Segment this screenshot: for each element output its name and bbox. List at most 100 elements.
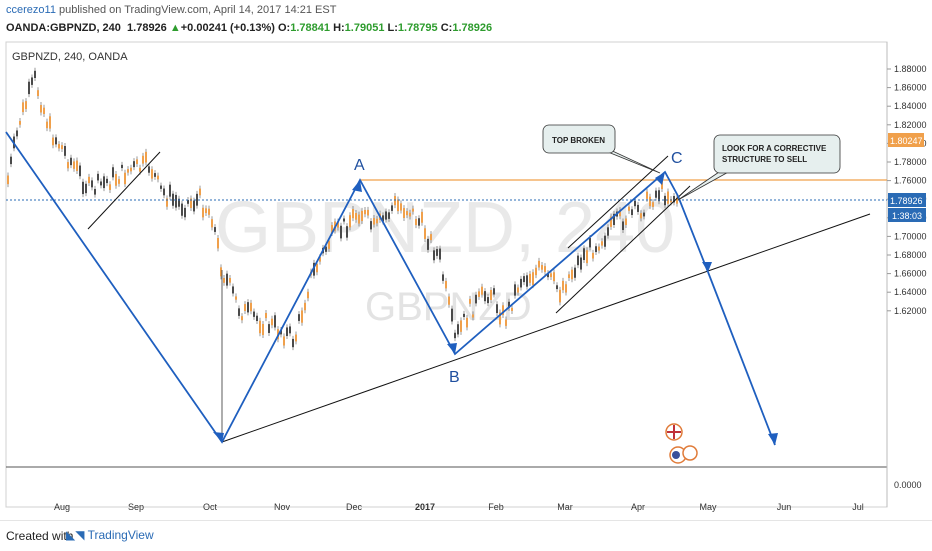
candle-body [508,301,510,308]
candle-body [154,173,156,177]
trendline-aug[interactable] [87,151,161,230]
open-label: O: [278,22,291,34]
candle-body [130,167,132,172]
chart-area[interactable]: GBPNZD, 240 GBPNZD GBPNZD, 240, OANDA A … [0,40,932,520]
candle-body [544,266,546,272]
candle-body [559,289,561,303]
candle-body [400,203,402,211]
tradingview-brand[interactable]: TradingView [87,528,154,542]
candle-body [124,172,126,185]
candle-body [394,196,396,206]
price-axis[interactable]: 1.880001.860001.840001.820001.800001.780… [887,64,927,316]
candle-body [241,316,243,321]
published-text: published on TradingView.com, April 14, … [59,4,337,16]
candle-body [139,167,141,172]
candle-body [412,208,414,212]
candle-body [430,234,432,241]
time-axis-label: Mar [557,502,573,512]
candle-body [97,173,99,181]
candle-body [529,273,531,283]
candle-body [625,218,627,225]
candle-body [676,197,678,204]
candle-body [16,130,18,137]
high-value: 1.79051 [344,22,385,34]
candle-body [493,288,495,295]
candle-body [538,260,540,268]
candle-body [283,336,285,346]
candle-body [586,250,588,264]
economic-event-icons[interactable] [665,423,698,464]
close-label: C: [440,22,453,34]
candle-body [517,287,519,293]
candle-body [295,334,297,342]
candle-body [574,267,576,278]
arrow-heads [213,172,778,445]
candle-body [571,269,573,280]
candle-body [502,305,504,316]
candle-body [289,326,291,334]
price-axis-label: 1.62000 [894,306,927,316]
candle-body [286,327,288,336]
candle-body [589,238,591,248]
event-badge-icon[interactable] [682,445,698,461]
tradingview-logo-icon[interactable]: ◣◥ TradingView [66,528,154,542]
candle-body [136,159,138,165]
candle-body [28,81,30,95]
candle-body [127,169,129,173]
candle-body [85,183,87,194]
candle-body [238,308,240,316]
candle-body [94,188,96,195]
callout-top-broken[interactable]: TOP BROKEN [542,124,661,174]
countdown-tag [888,208,926,222]
price-axis-label: 1.66000 [894,269,927,279]
price-axis-label: 1.78000 [894,157,927,167]
candle-body [169,184,171,197]
candle-body [553,272,555,282]
candle-body [541,265,543,270]
channel-upper-line[interactable] [567,155,669,249]
candle-body [256,315,258,322]
candle-body [511,307,513,311]
wave-label-a: A [354,157,365,174]
author-link[interactable]: ccerezo11 [6,4,56,16]
callout-corrective-line2: STRUCTURE TO SELL [722,155,807,164]
candle-body [655,190,657,198]
candle-body [250,302,252,312]
channel-lower-line[interactable] [555,185,691,314]
callout-corrective-structure[interactable]: LOOK FOR A CORRECTIVE STRUCTURE TO SELL [677,134,841,201]
price-axis-label: 1.64000 [894,287,927,297]
candle-body [403,208,405,219]
low-label: L: [387,22,398,34]
candle-body [226,273,228,286]
candle-body [220,267,222,277]
support-trendline[interactable] [221,213,871,443]
time-axis-label: May [699,502,717,512]
candle-body [634,200,636,207]
candle-body [475,294,477,304]
candle-body [643,212,645,217]
candle-body [319,257,321,262]
candle-body [649,196,651,207]
candle-body [364,209,366,215]
candle-body [211,219,213,228]
time-axis[interactable]: Aug Sep Oct Nov Dec 2017 Feb Mar Apr May Jun Jul [54,502,864,512]
price-axis-label: 1.76000 [894,176,927,186]
candle-body [385,211,387,220]
candle-body [631,209,633,216]
time-axis-label: Feb [488,502,504,512]
candle-body [361,210,363,221]
candle-body [658,190,660,202]
candle-body [307,291,309,299]
candle-body [409,212,411,217]
candle-body [664,195,666,206]
candle-body [109,184,111,190]
candle-body [181,203,183,216]
price-axis-label: 1.88000 [894,64,927,74]
candle-body [397,199,399,212]
candle-body [208,208,210,215]
candle-body [484,291,486,302]
candle-body [88,176,90,184]
candle-body [43,107,45,114]
candle-body [268,324,270,333]
time-axis-label: Jun [777,502,792,512]
